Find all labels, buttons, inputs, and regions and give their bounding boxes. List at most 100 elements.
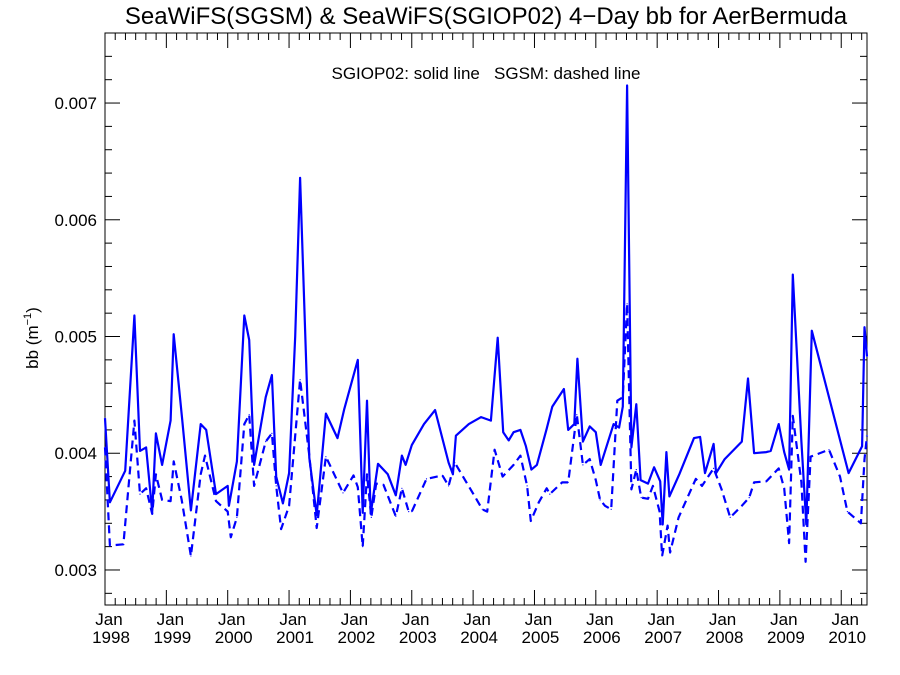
data-point-solid [490, 420, 492, 422]
y-axis-label: bb (m−1) [22, 307, 42, 369]
data-point-solid [282, 502, 284, 504]
x-tick-month-label: Jan [463, 610, 490, 629]
data-point-dashed [299, 379, 301, 381]
data-point-dashed [667, 525, 669, 527]
data-point-solid [253, 464, 255, 466]
data-point-dashed [778, 467, 780, 469]
data-point-dashed [589, 458, 591, 460]
data-point-dashed [200, 473, 202, 475]
data-point-dashed [567, 481, 569, 483]
data-point-solid [704, 472, 706, 474]
data-point-solid [659, 480, 661, 482]
data-point-dashed [308, 455, 310, 457]
data-point-dashed [161, 499, 163, 501]
data-point-dashed [604, 505, 606, 507]
y-tick-label: 0.007 [54, 94, 97, 113]
data-point-solid [765, 451, 768, 453]
data-point-dashed [204, 455, 206, 457]
data-point-dashed [513, 464, 515, 466]
data-point-solid [662, 523, 664, 526]
x-tick-year-label: 2004 [460, 628, 498, 647]
data-point-dashed [122, 543, 124, 545]
x-tick-year-label: 2000 [215, 628, 253, 647]
x-tick-year-label: 2003 [399, 628, 437, 647]
data-point-solid [145, 446, 147, 448]
data-point-dashed [647, 498, 649, 500]
data-point-solid [811, 330, 813, 332]
data-point-solid [635, 403, 637, 405]
data-point-solid [861, 445, 863, 447]
data-point-solid [668, 495, 671, 497]
data-point-solid [778, 423, 780, 425]
data-point-dashed [561, 481, 563, 483]
data-point-dashed [595, 479, 597, 481]
data-point-dashed [630, 488, 633, 490]
data-point-dashed [538, 501, 540, 503]
data-point-dashed [792, 415, 794, 417]
y-axis-label-close: ) [23, 307, 42, 313]
x-tick-year-label: 2010 [828, 628, 866, 647]
data-point-solid [536, 464, 538, 466]
data-point-solid [468, 423, 470, 425]
data-point-dashed [659, 511, 661, 513]
x-tick-year-label: 2001 [276, 628, 314, 647]
data-point-solid [613, 423, 615, 425]
data-point-solid [228, 505, 230, 507]
data-point-dashed [783, 487, 785, 489]
x-tick-year-label: 1998 [92, 628, 130, 647]
data-point-solid [411, 444, 413, 446]
data-point-solid [265, 396, 267, 398]
data-point-solid [236, 460, 238, 462]
data-point-solid [181, 420, 183, 422]
data-point-dashed [810, 456, 812, 458]
series-line-solid [103, 84, 869, 526]
data-point-solid [724, 458, 726, 460]
data-point-dashed [375, 483, 377, 485]
data-point-dashed [640, 497, 642, 499]
data-point-solid [618, 427, 620, 429]
data-point-dashed [441, 474, 443, 476]
data-point-dashed [765, 480, 768, 482]
data-point-dashed [395, 515, 397, 517]
data-point-dashed [145, 487, 147, 489]
x-tick-month-label: Jan [709, 610, 736, 629]
data-point-solid [205, 429, 207, 431]
data-point-solid [405, 464, 407, 466]
x-tick-month-label: Jan [157, 610, 184, 629]
data-point-dashed [661, 555, 663, 557]
data-point-solid [653, 466, 655, 468]
data-point-solid [215, 493, 217, 495]
data-point-solid [190, 509, 192, 511]
data-point-dashed [866, 435, 868, 437]
data-point-solid [563, 388, 565, 390]
data-point-dashed [248, 414, 250, 416]
data-point-dashed [109, 544, 111, 547]
x-tick-year-label: 2008 [706, 628, 744, 647]
x-tick-year-label: 2005 [522, 628, 560, 647]
data-point-solid [693, 437, 695, 439]
data-point-solid [109, 501, 111, 503]
data-point-dashed [839, 476, 841, 478]
data-point-dashed [626, 303, 628, 305]
data-point-solid [455, 435, 457, 437]
data-point-dashed [695, 478, 697, 480]
data-point-dashed [236, 516, 238, 519]
data-point-dashed [748, 497, 750, 499]
data-point-solid [170, 420, 172, 422]
data-point-dashed [448, 485, 450, 487]
data-point-solid [530, 469, 533, 471]
data-point-dashed [622, 396, 624, 398]
data-point-solid [747, 377, 749, 380]
data-point-dashed [316, 527, 318, 529]
data-point-dashed [362, 546, 364, 548]
data-point-solid [770, 450, 772, 452]
data-point-dashed [271, 432, 273, 434]
data-point-dashed [253, 485, 255, 487]
data-point-dashed [155, 473, 157, 475]
data-point-dashed [294, 435, 296, 437]
data-point-solid [622, 406, 624, 408]
data-point-solid [741, 441, 743, 443]
data-point-solid [647, 483, 649, 485]
x-tick-month-label: Jan [95, 610, 122, 629]
